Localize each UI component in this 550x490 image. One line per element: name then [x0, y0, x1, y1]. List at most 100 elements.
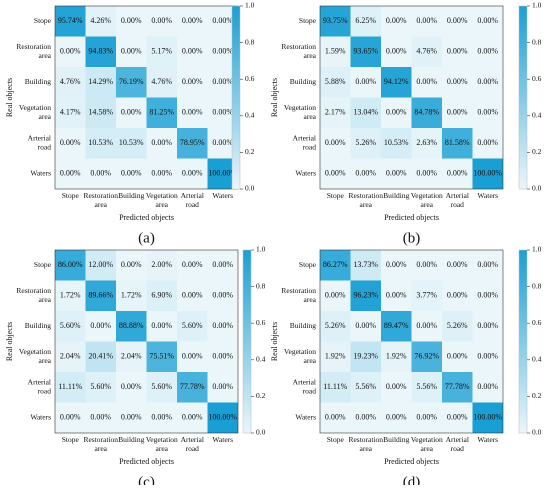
colorbar-tick-label: 0.0: [532, 184, 542, 193]
colorbar-tick-label: 0.0: [256, 428, 266, 437]
confusion-matrix-panel: 95.74% 4.26% 0.00% 0.00% 0.00% 0.00% 0.00% 94.8…: [5, 1, 255, 247]
cell-value-label: 0.00%: [447, 108, 468, 117]
heatmap-cell: [116, 372, 147, 403]
y-tick-label-line2: area: [39, 51, 52, 60]
cell-value-label: 0.00%: [477, 321, 498, 330]
cell-value-label: 0.00%: [325, 413, 346, 422]
cell-value-label: 0.00%: [151, 16, 172, 25]
heatmap-cell: [381, 158, 412, 189]
heatmap-cell: [381, 36, 412, 67]
y-tick-label-line1: Vegetation: [284, 347, 316, 356]
matrix-frame: [319, 249, 504, 434]
heatmap-cell: [320, 6, 351, 37]
cell-value-label: 0.00%: [212, 321, 233, 330]
y-tick-label: Building: [290, 77, 317, 86]
heatmap-cell: [320, 97, 351, 128]
x-axis-label: Predicted objects: [119, 457, 174, 466]
cell-value-label: 5.17%: [151, 47, 172, 56]
cell-value-label: 77.78%: [445, 382, 470, 391]
x-tick-label-line1: Vegetation: [146, 191, 178, 200]
y-tick-label-line1: Arterial: [293, 377, 316, 386]
heatmap-cell: [442, 67, 473, 98]
heatmap-cell: [472, 372, 503, 403]
y-tick-label: Stope: [299, 16, 317, 25]
cell-value-label: 4.76%: [151, 77, 172, 86]
cell-value-label: 1.72%: [121, 291, 142, 300]
x-tick-label-line1: Restoration: [348, 435, 383, 444]
x-tick-label: Waters: [212, 191, 233, 200]
cell-value-label: 0.00%: [447, 47, 468, 56]
heatmap-cell: [146, 36, 177, 67]
colorbar: [231, 5, 241, 190]
cell-value-label: 0.00%: [182, 16, 203, 25]
cell-value-label: 0.00%: [477, 47, 498, 56]
colorbar-tick-label: 0.2: [245, 147, 255, 156]
cell-value-label: 5.26%: [447, 321, 468, 330]
colorbar-tick-label: 1.0: [256, 245, 266, 254]
cell-value-label: 13.73%: [353, 260, 378, 269]
heatmap-cell: [177, 280, 208, 311]
heatmap-cell: [207, 250, 238, 281]
cell-value-label: 100.00%: [473, 413, 502, 422]
heatmap-cell: [320, 372, 351, 403]
x-tick-label-line1: Arterial: [446, 435, 469, 444]
heatmap-cell: [177, 67, 208, 98]
cell-value-label: 75.51%: [149, 352, 174, 361]
cell-value-label: 0.00%: [477, 260, 498, 269]
cell-value-label: 19.23%: [353, 352, 378, 361]
heatmap-cell: [116, 402, 147, 433]
cell-value-label: 5.60%: [90, 382, 111, 391]
colorbar-tick-label: 0.2: [532, 391, 542, 400]
cell-value-label: 11.11%: [323, 382, 347, 391]
x-tick-label-line2: area: [95, 444, 108, 453]
cell-value-label: 0.00%: [416, 260, 437, 269]
heatmap-cell: [320, 280, 351, 311]
colorbar-tick-label: 0.8: [245, 37, 255, 46]
cell-value-label: 86.00%: [58, 260, 83, 269]
y-tick-label-line2: road: [303, 386, 317, 395]
heatmap-cell: [85, 67, 116, 98]
heatmap-cell: [320, 67, 351, 98]
heatmap-cell: [411, 402, 442, 433]
x-tick-label-line2: area: [421, 444, 434, 453]
heatmap-cell: [177, 402, 208, 433]
cell-value-label: 84.78%: [414, 108, 439, 117]
cell-value-label: 0.00%: [212, 291, 233, 300]
heatmap-cell: [320, 341, 351, 372]
heatmap-cell: [320, 402, 351, 433]
heatmap-cell: [146, 250, 177, 281]
heatmap-cell: [381, 6, 412, 37]
heatmap-cell: [350, 6, 381, 37]
y-tick-label-line2: area: [304, 356, 317, 365]
heatmap-cell: [411, 128, 442, 159]
cell-value-label: 0.00%: [151, 169, 172, 178]
heatmap-cell: [350, 250, 381, 281]
heatmap-cell: [411, 250, 442, 281]
heatmap-cell: [146, 6, 177, 37]
cell-value-label: 0.00%: [447, 291, 468, 300]
colorbar-tick-label: 0.8: [532, 281, 542, 290]
cell-value-label: 0.00%: [416, 413, 437, 422]
cell-value-label: 0.00%: [386, 413, 407, 422]
cell-value-label: 0.00%: [90, 169, 111, 178]
cell-value-label: 0.00%: [121, 413, 142, 422]
heatmap-cell: [442, 250, 473, 281]
heatmap-cell: [350, 311, 381, 342]
cell-value-label: 4.76%: [416, 47, 437, 56]
cell-value-label: 5.26%: [355, 138, 376, 147]
x-tick-label: Waters: [477, 191, 498, 200]
cell-value-label: 0.00%: [477, 77, 498, 86]
x-tick-label-line2: road: [451, 444, 465, 453]
confusion-matrix-panel: 86.00% 12.00% 0.00% 2.00% 0.00% 0.00% 1.72% 89.…: [5, 245, 266, 490]
heatmap-cell: [472, 128, 503, 159]
heatmap-cell: [177, 6, 208, 37]
heatmap-cell: [55, 128, 86, 159]
heatmap-cell: [350, 341, 381, 372]
